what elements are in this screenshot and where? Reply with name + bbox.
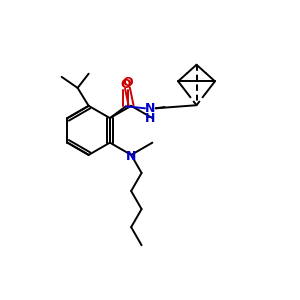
Text: O: O [122, 76, 133, 89]
Text: N: N [145, 102, 156, 115]
Text: H: H [145, 112, 156, 124]
Text: N: N [126, 150, 136, 163]
Text: O: O [121, 78, 131, 91]
